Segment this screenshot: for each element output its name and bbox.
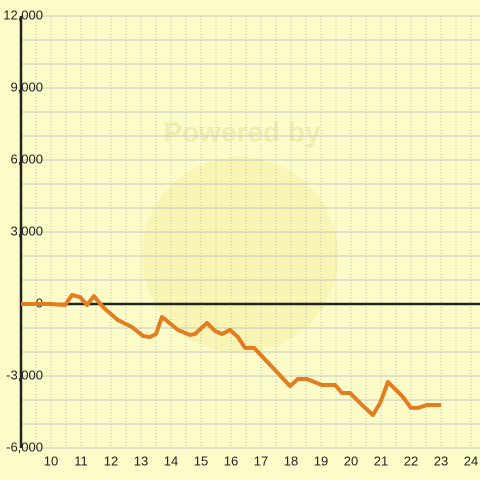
y-tick-label: 6,000: [10, 151, 43, 166]
x-tick-label: 12: [104, 453, 118, 468]
x-tick-label: 18: [284, 453, 298, 468]
x-tick-label: 13: [134, 453, 148, 468]
y-tick-label: -3,000: [6, 367, 43, 382]
x-tick-label: 11: [74, 453, 88, 468]
data-line: [21, 293, 441, 417]
x-tick-label: 10: [44, 453, 58, 468]
x-tick-label: 19: [314, 453, 328, 468]
y-tick-label: 12,000: [3, 7, 43, 22]
x-tick-label: 23: [434, 453, 448, 468]
y-tick-label: 3,000: [10, 223, 43, 238]
x-tick-label: 16: [224, 453, 238, 468]
x-tick-label: 21: [374, 453, 388, 468]
watermark: Powered by: [163, 116, 321, 147]
x-tick-label: 14: [164, 453, 178, 468]
x-tick-label: 15: [194, 453, 208, 468]
x-tick-label: 20: [344, 453, 358, 468]
x-tick-label: 22: [404, 453, 418, 468]
y-tick-label: -6,000: [6, 439, 43, 454]
x-tick-label: 17: [254, 453, 268, 468]
y-tick-label: 9,000: [10, 79, 43, 94]
x-tick-label: 24: [464, 453, 478, 468]
